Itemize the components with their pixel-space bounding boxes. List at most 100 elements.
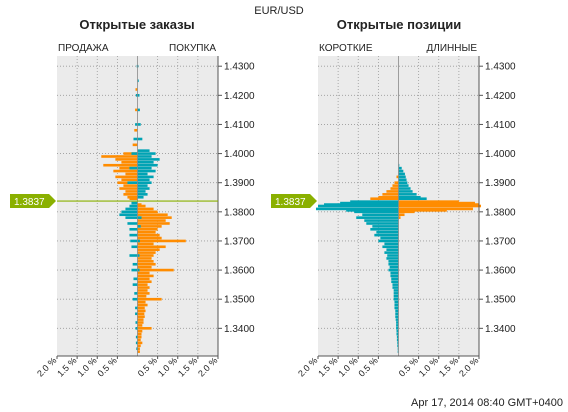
bar bbox=[384, 251, 399, 254]
bar bbox=[398, 184, 409, 187]
bar bbox=[137, 329, 143, 333]
bar bbox=[376, 230, 399, 234]
right-label-positions: ДЛИННЫЕ bbox=[427, 43, 478, 54]
bar bbox=[398, 213, 405, 217]
bar bbox=[133, 277, 138, 281]
bar bbox=[137, 254, 140, 257]
bar bbox=[137, 335, 142, 339]
bar bbox=[137, 236, 162, 240]
x-tick-label: 2.0 % bbox=[296, 355, 319, 378]
bar bbox=[137, 350, 140, 353]
bar bbox=[137, 216, 142, 219]
bar bbox=[101, 155, 138, 158]
bar bbox=[394, 300, 399, 304]
bar bbox=[394, 181, 399, 184]
x-tick-label: 2.0 % bbox=[35, 355, 58, 378]
x-tick-label: 1.0 % bbox=[417, 355, 440, 378]
bar bbox=[131, 245, 138, 249]
bar bbox=[132, 262, 138, 266]
bar bbox=[136, 64, 138, 68]
bar bbox=[137, 262, 156, 266]
bar bbox=[384, 242, 399, 246]
bar bbox=[392, 286, 399, 289]
bar bbox=[119, 187, 138, 190]
price-marker-tag bbox=[271, 194, 317, 209]
bar bbox=[393, 294, 399, 298]
bar bbox=[137, 268, 140, 272]
bar bbox=[137, 184, 148, 187]
bar bbox=[137, 152, 156, 155]
bar bbox=[135, 341, 138, 345]
bar bbox=[137, 204, 146, 208]
bar bbox=[398, 200, 459, 203]
bar bbox=[123, 193, 138, 196]
bar bbox=[137, 309, 146, 313]
price-tick-label: 1.3600 bbox=[485, 266, 516, 277]
bar bbox=[388, 262, 399, 266]
x-tick-label: 2.0 % bbox=[457, 355, 480, 378]
bar bbox=[119, 166, 138, 170]
bar bbox=[137, 245, 166, 249]
price-tick-label: 1.4100 bbox=[224, 120, 255, 131]
bar bbox=[137, 163, 158, 167]
bar bbox=[137, 149, 150, 152]
bar bbox=[137, 64, 139, 68]
bar bbox=[398, 193, 417, 196]
bar bbox=[137, 181, 152, 184]
bar bbox=[103, 163, 138, 167]
bar bbox=[137, 213, 168, 217]
panel-title-orders: Открытые заказы bbox=[79, 17, 194, 32]
bar bbox=[382, 193, 399, 196]
price-tick-label: 1.4200 bbox=[224, 91, 255, 102]
bar bbox=[398, 209, 447, 212]
bar bbox=[115, 158, 138, 161]
bar bbox=[398, 195, 421, 199]
bar bbox=[137, 137, 143, 141]
bar bbox=[137, 216, 172, 219]
bar bbox=[389, 265, 399, 269]
bar bbox=[123, 184, 138, 187]
bar bbox=[397, 347, 399, 351]
bar bbox=[127, 222, 138, 225]
bar bbox=[396, 338, 399, 342]
bar bbox=[137, 327, 152, 330]
bar bbox=[137, 225, 141, 228]
bar bbox=[137, 312, 145, 316]
bar bbox=[137, 286, 150, 289]
x-tick-label: 1.0 % bbox=[156, 355, 179, 378]
bar bbox=[354, 210, 399, 214]
bar bbox=[137, 277, 150, 281]
bar bbox=[135, 321, 138, 324]
x-tick-label: 1.0 % bbox=[336, 355, 359, 378]
bar bbox=[391, 280, 399, 284]
bar bbox=[135, 108, 138, 112]
bar bbox=[398, 163, 400, 167]
bar bbox=[398, 207, 473, 211]
bar bbox=[137, 251, 156, 254]
bar bbox=[390, 271, 399, 275]
bar bbox=[125, 207, 138, 211]
bar bbox=[129, 254, 138, 257]
bar bbox=[340, 201, 399, 205]
bar bbox=[137, 297, 162, 301]
bar bbox=[394, 306, 399, 310]
bar bbox=[398, 181, 408, 184]
bar bbox=[137, 347, 140, 351]
bar bbox=[132, 297, 138, 301]
bar bbox=[119, 213, 138, 217]
bar bbox=[137, 274, 154, 278]
bar bbox=[364, 219, 399, 222]
bar bbox=[137, 265, 152, 269]
x-tick-label: 0.5 % bbox=[95, 355, 118, 378]
bar bbox=[398, 175, 406, 179]
bar bbox=[398, 187, 411, 190]
price-tick-label: 1.3800 bbox=[224, 207, 255, 218]
positions-panel: 1.4300 1.4200 1.4100 1.4000 1.3900 1.3800 1.37… bbox=[271, 56, 516, 379]
bar bbox=[396, 335, 399, 339]
bar bbox=[396, 175, 399, 179]
bar bbox=[378, 195, 399, 199]
bar bbox=[137, 344, 141, 348]
bar bbox=[121, 210, 138, 214]
bar bbox=[129, 228, 138, 231]
bar bbox=[135, 312, 138, 316]
